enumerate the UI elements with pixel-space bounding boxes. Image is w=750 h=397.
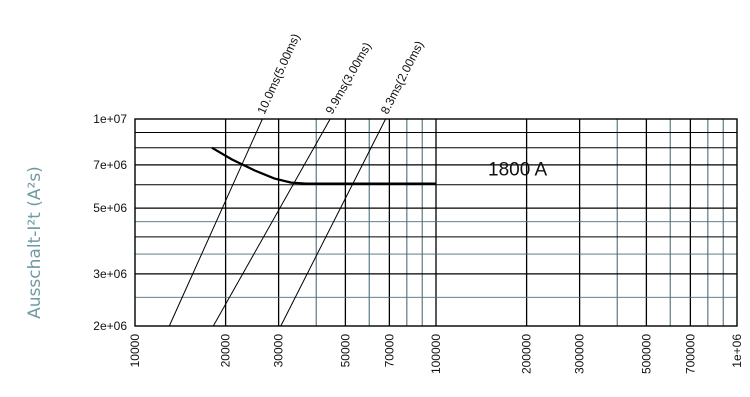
reference-line [168, 118, 263, 327]
y-axis-label: Ausschalt-I²t (A²s) [25, 166, 45, 319]
x-tick-label: 200000 [520, 334, 534, 374]
y-axis: 2e+06 3e+06 5e+06 7e+06 1e+07 [93, 112, 127, 333]
reference-line-label: 8.3ms(2.00ms) [378, 39, 427, 117]
y-tick-label: 2e+06 [93, 319, 127, 333]
reference-line-label: 9.9ms(3.00ms) [323, 40, 375, 117]
x-tick-label: 20000 [219, 334, 233, 368]
x-tick-label: 30000 [272, 334, 286, 368]
x-tick-label: 700000 [683, 334, 697, 374]
reference-line-label: 10.0ms(5.00ms) [254, 31, 302, 116]
y-tick-label: 1e+07 [93, 112, 127, 126]
plot-frame [134, 118, 738, 327]
x-tick-label: 50000 [338, 334, 352, 368]
series-line [211, 146, 436, 185]
y-tick-label: 5e+06 [93, 201, 127, 215]
x-tick-label: 1e+06 [730, 334, 744, 368]
reference-line [212, 118, 331, 327]
series-label: 1800 A [488, 160, 547, 181]
x-tick-label: 100000 [429, 334, 443, 374]
series: 1800 A [211, 146, 547, 185]
x-axis: 10000 20000 30000 50000 70000 100000 200000 300… [128, 334, 744, 374]
x-tick-label: 70000 [382, 334, 396, 368]
y-tick-label: 7e+06 [93, 158, 127, 172]
reference-lines: 10.0ms(5.00ms) 9.9ms(3.00ms) 8.3ms(2.00ms) [168, 31, 427, 327]
grid [135, 119, 737, 326]
x-tick-label: 10000 [128, 334, 142, 368]
reference-line [280, 118, 387, 327]
x-tick-label: 300000 [573, 334, 587, 374]
x-tick-label: 500000 [639, 334, 653, 374]
y-tick-label: 3e+06 [93, 267, 127, 281]
